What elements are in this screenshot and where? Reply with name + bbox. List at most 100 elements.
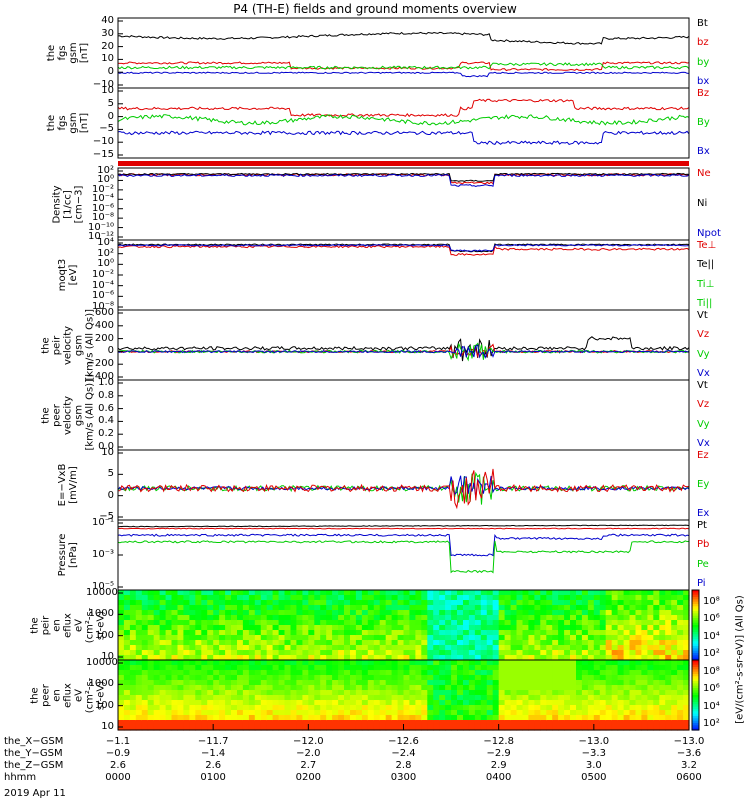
- heatmap-cell: [147, 655, 155, 661]
- heatmap-cell: [474, 710, 482, 716]
- heatmap-cell: [486, 630, 494, 636]
- heatmap-cell: [326, 720, 333, 726]
- heatmap-cell: [129, 695, 137, 701]
- heatmap-cell: [237, 655, 244, 661]
- heatmap-cell: [373, 640, 381, 646]
- heatmap-cell: [570, 625, 577, 631]
- heatmap-cell: [373, 710, 381, 716]
- heatmap-cell: [213, 605, 220, 611]
- heatmap-cell: [397, 715, 405, 721]
- heatmap-cell: [320, 600, 327, 606]
- heatmap-cell: [332, 615, 339, 621]
- heatmap-cell: [231, 640, 238, 646]
- heatmap-cell: [659, 655, 666, 661]
- heatmap-cell: [231, 610, 238, 616]
- heatmap-cell: [558, 710, 565, 716]
- heatmap-cell: [338, 625, 345, 631]
- heatmap-cell: [284, 600, 291, 606]
- legend-entry: Vx: [697, 368, 710, 379]
- heatmap-cell: [581, 685, 589, 691]
- heatmap-cell: [141, 720, 149, 726]
- heatmap-cell: [195, 605, 202, 611]
- heatmap-cell: [254, 600, 262, 606]
- heatmap-cell: [564, 595, 571, 601]
- heatmap-cell: [659, 665, 666, 671]
- heatmap-cell: [141, 710, 149, 716]
- heatmap-cell: [189, 615, 196, 621]
- heatmap-cell: [671, 605, 678, 611]
- heatmap-cell: [403, 715, 410, 721]
- heatmap-cell: [558, 595, 565, 601]
- heatmap-cell: [189, 720, 196, 726]
- heatmap-cell: [522, 635, 529, 641]
- heatmap-cell: [463, 700, 470, 706]
- heatmap-cell: [605, 720, 613, 726]
- heatmap-cell: [593, 620, 601, 626]
- colorbar-cell: [692, 620, 699, 624]
- heatmap-cell: [599, 630, 607, 636]
- heatmap-cell: [463, 600, 470, 606]
- heatmap-cell: [558, 630, 565, 636]
- heatmap-cell: [379, 700, 387, 706]
- colorbar-tick: 10⁸: [703, 596, 720, 607]
- heatmap-cell: [510, 685, 518, 691]
- y-tick-label: 10: [101, 651, 114, 662]
- heatmap-cell: [576, 630, 583, 636]
- heatmap-cell: [290, 690, 297, 696]
- heatmap-cell: [540, 725, 547, 731]
- heatmap-cell: [617, 665, 625, 671]
- heatmap-cell: [129, 655, 137, 661]
- heatmap-cell: [118, 675, 125, 681]
- heatmap-cell: [433, 725, 440, 731]
- heatmap-cell: [308, 650, 315, 656]
- heatmap-cell: [433, 610, 440, 616]
- heatmap-cell: [189, 610, 196, 616]
- heatmap-cell: [623, 600, 631, 606]
- heatmap-cell: [683, 635, 690, 641]
- heatmap-cell: [647, 650, 654, 656]
- colorbar-tick: 10²: [703, 648, 720, 659]
- heatmap-cell: [516, 710, 523, 716]
- heatmap-cell: [546, 725, 553, 731]
- x-tick-label: 0400: [485, 772, 512, 783]
- heatmap-cell: [677, 650, 684, 656]
- heatmap-cell: [183, 710, 190, 716]
- heatmap-cell: [159, 600, 167, 606]
- heatmap-cell: [683, 620, 690, 626]
- heatmap-cell: [260, 715, 268, 721]
- heatmap-cell: [213, 620, 220, 626]
- heatmap-cell: [189, 600, 196, 606]
- heatmap-cell: [213, 675, 220, 681]
- heatmap-cell: [510, 615, 518, 621]
- heatmap-cell: [677, 610, 684, 616]
- heatmap-cell: [135, 590, 143, 596]
- heatmap-cell: [629, 595, 636, 601]
- heatmap-cell: [118, 635, 125, 641]
- heatmap-cell: [171, 705, 178, 711]
- heatmap-cell: [165, 635, 173, 641]
- heatmap-cell: [683, 615, 690, 621]
- heatmap-cell: [516, 675, 523, 681]
- heatmap-cell: [492, 705, 500, 711]
- heatmap-cell: [272, 635, 280, 641]
- heatmap-cell: [213, 725, 220, 731]
- heatmap-cell: [433, 665, 440, 671]
- heatmap-cell: [159, 660, 167, 666]
- heatmap-cell: [242, 695, 250, 701]
- heatmap-cell: [308, 695, 315, 701]
- heatmap-cell: [278, 590, 286, 596]
- heatmap-cell: [367, 595, 375, 601]
- heatmap-cell: [552, 645, 559, 651]
- heatmap-cell: [391, 695, 399, 701]
- heatmap-cell: [219, 615, 226, 621]
- heatmap-cell: [599, 675, 607, 681]
- heatmap-cell: [219, 670, 226, 676]
- heatmap-cell: [457, 650, 464, 656]
- y-tick-label: 10⁻¹: [91, 517, 114, 528]
- heatmap-cell: [171, 720, 178, 726]
- heatmap-cell: [195, 675, 202, 681]
- y-tick-label: 10⁻⁸: [91, 212, 114, 224]
- heatmap-cell: [177, 635, 184, 641]
- heatmap-cell: [552, 710, 559, 716]
- heatmap-cell: [457, 590, 464, 596]
